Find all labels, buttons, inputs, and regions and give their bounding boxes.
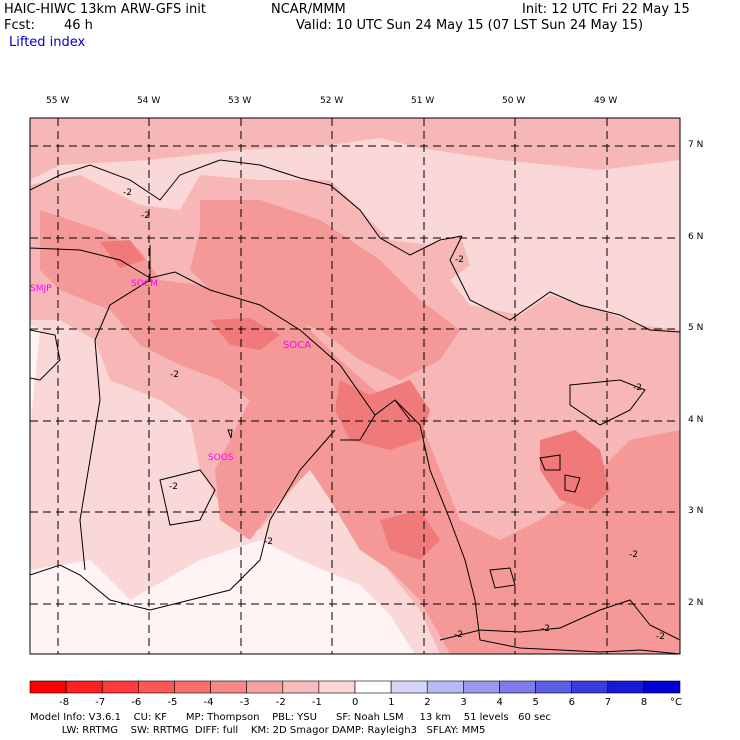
colorbar-swatch: [210, 680, 247, 694]
colorbar-swatch: [246, 680, 284, 694]
institution-label: NCAR/MMM: [271, 2, 346, 17]
forecast-label: Fcst:: [4, 18, 35, 33]
colorbar-swatch: [29, 680, 67, 694]
border-suriname-fguiana: [30, 429, 336, 611]
contour-label: -2: [633, 383, 642, 393]
colorbar-tick-label: 3: [460, 697, 467, 708]
colorbar-swatch: [174, 680, 211, 694]
lat-label: 3 N: [688, 506, 704, 516]
border-amapa: [394, 399, 411, 421]
colorbar-tick-label: 8: [640, 697, 648, 708]
contour-label: -2: [629, 550, 638, 560]
lat-label: 7 N: [688, 140, 704, 150]
contour-label: -2: [454, 630, 463, 640]
colorbar-tick-label: 2: [424, 697, 431, 708]
colorbar-swatch: [138, 680, 175, 694]
colorbar-tick-label: 0: [352, 697, 359, 708]
colorbar-swatch: [499, 680, 536, 694]
contour-label: -2: [123, 188, 132, 198]
init-time: Init: 12 UTC Fri 22 May 15: [522, 2, 690, 17]
colorbar-tick-label: -8: [59, 697, 70, 708]
contour-label: -2: [455, 255, 464, 265]
contour-se-loop: [569, 379, 646, 426]
contour-label: -2: [170, 370, 179, 380]
colorbar-swatch: [354, 680, 392, 694]
colorbar-tick-label: 4: [496, 697, 503, 708]
colorbar-tick-label: 1: [388, 697, 395, 708]
colorbar-swatch: [426, 680, 464, 694]
border-south-interior: [79, 279, 151, 571]
colorbar-tick-label: -1: [311, 697, 322, 708]
lat-label: 5 N: [688, 323, 704, 333]
contour-label: -2: [169, 482, 178, 492]
map-frame: [29, 117, 681, 655]
station-label: SOCM: [131, 279, 158, 289]
model-title: HAIC-HIWC 13km ARW-GFS init: [4, 2, 206, 17]
contour-south: [439, 599, 680, 641]
grid-lines: [30, 118, 680, 654]
colorbar-swatch: [643, 680, 681, 694]
lon-label: 52 W: [320, 96, 344, 106]
lon-label: 49 W: [594, 96, 618, 106]
lon-label: 50 W: [502, 96, 526, 106]
model-info-line1: Model Info: V3.6.1 CU: KF MP: Thompson P…: [30, 712, 551, 723]
colorbar-swatch: [101, 680, 139, 694]
colorbar-swatch: [65, 680, 103, 694]
station-label: SOCA: [283, 340, 312, 351]
colorbar-swatch: [318, 680, 356, 694]
colorbar-tick-label: -5: [167, 697, 178, 708]
border-fguiana-brazil: [340, 414, 376, 441]
field-m4-e: [100, 240, 145, 268]
colorbar-tick-label: 6: [568, 697, 576, 708]
colorbar-swatch: [607, 680, 645, 694]
contour-ring-east: [539, 454, 581, 493]
field-name: Lifted index: [9, 35, 86, 50]
forecast-hours: 46 h: [64, 18, 93, 33]
field-zero-sw: [30, 325, 415, 654]
lat-label: 6 N: [688, 232, 704, 242]
contour-small-loop-1: [489, 567, 516, 589]
lat-label: 4 N: [688, 415, 704, 425]
colorbar: [29, 680, 681, 694]
model-info-line2: LW: RRTMG SW: RRTMG DIFF: full KM: 2D Sm…: [30, 725, 486, 736]
contour-label: -2: [141, 211, 150, 221]
colorbar-tick-label: -4: [203, 697, 214, 708]
contour-small-loop-2: [159, 469, 216, 526]
lat-label: 2 N: [688, 598, 704, 608]
contour-left-loop: [30, 329, 61, 381]
colorbar-swatch: [535, 680, 572, 694]
colorbar-tick-label: -3: [239, 697, 250, 708]
lon-label: 54 W: [137, 96, 161, 106]
lon-label: 53 W: [228, 96, 252, 106]
contour-north: [30, 159, 463, 256]
colorbar-swatch: [390, 680, 428, 694]
colorbar-swatch: [463, 680, 500, 694]
contour-label: -2: [264, 537, 273, 547]
contour-east: [449, 235, 680, 333]
contour-label: -2: [656, 632, 665, 642]
contour-center-dot: [227, 429, 233, 439]
colorbar-tick-label: 7: [604, 697, 612, 708]
colorbar-tick-label: -7: [95, 697, 106, 708]
colorbar-unit: °C: [670, 697, 682, 708]
field-m4-b: [540, 430, 610, 510]
field-m4-d: [380, 510, 440, 560]
lon-label: 55 W: [46, 96, 70, 106]
colorbar-swatch: [282, 680, 320, 694]
colorbar-tick-label: -2: [275, 697, 286, 708]
coastline-north: [30, 247, 680, 654]
lon-label: 51 W: [411, 96, 435, 106]
field-m4-a: [335, 380, 430, 450]
colorbar-tick-label: -6: [131, 697, 142, 708]
field-m4-c: [210, 318, 280, 350]
station-label: SMJP: [30, 284, 52, 294]
station-label: SOOS: [208, 453, 234, 463]
valid-time: Valid: 10 UTC Sun 24 May 15 (07 LST Sun …: [296, 18, 644, 33]
contour-label: -2: [541, 624, 550, 634]
colorbar-swatch: [571, 680, 609, 694]
colorbar-tick-label: 5: [532, 697, 539, 708]
